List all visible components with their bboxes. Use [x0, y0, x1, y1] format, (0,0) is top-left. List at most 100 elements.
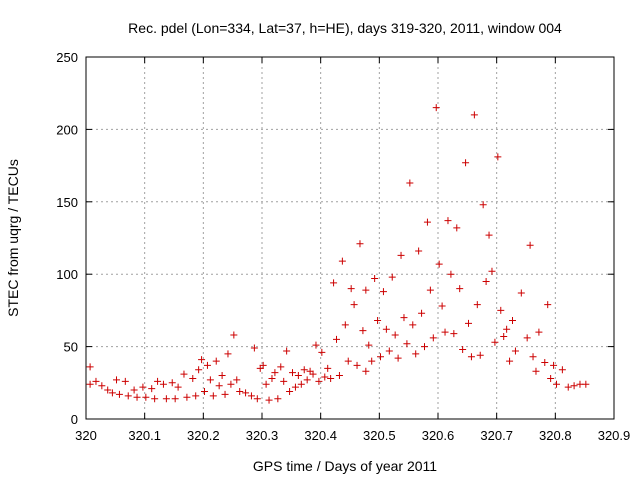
data-point: [353, 361, 361, 369]
data-point: [368, 357, 376, 365]
data-point: [476, 351, 484, 359]
data-point: [385, 347, 393, 355]
grid: [86, 57, 614, 419]
data-point: [394, 354, 402, 362]
data-point: [92, 377, 100, 385]
data-point: [242, 389, 250, 397]
data-point: [265, 396, 273, 404]
data-point: [374, 317, 382, 325]
data-point: [174, 383, 182, 391]
data-point: [506, 357, 514, 365]
data-point: [529, 353, 537, 361]
data-point: [494, 153, 502, 161]
data-point: [482, 277, 490, 285]
data-point: [262, 380, 270, 388]
data-point: [397, 251, 405, 259]
data-point: [447, 270, 455, 278]
data-point: [570, 382, 578, 390]
data-point: [113, 376, 121, 384]
data-point: [582, 380, 590, 388]
data-point: [335, 372, 343, 380]
data-point: [224, 350, 232, 358]
data-point: [206, 376, 214, 384]
data-point: [198, 356, 206, 364]
data-point: [558, 366, 566, 374]
data-point: [247, 392, 255, 400]
data-point: [312, 341, 320, 349]
data-point: [497, 306, 505, 314]
data-point: [403, 340, 411, 348]
data-point: [576, 380, 584, 388]
data-point: [547, 374, 555, 382]
x-tick-label: 320.1: [128, 428, 161, 443]
data-point: [86, 380, 94, 388]
data-point: [553, 380, 561, 388]
axes: 320 320.1 320.2 320.3 320.4 320.5 320.6 320.7 32…: [56, 50, 630, 443]
data-point: [362, 367, 370, 375]
data-point: [154, 377, 162, 385]
data-point: [142, 393, 150, 401]
data-point: [409, 321, 417, 329]
data-point: [350, 301, 358, 309]
data-point: [271, 369, 279, 377]
data-point: [503, 325, 511, 333]
data-point: [467, 353, 475, 361]
data-point: [444, 217, 452, 225]
data-point: [532, 367, 540, 375]
data-point: [324, 364, 332, 372]
data-point: [412, 350, 420, 358]
x-tick-label: 320.4: [304, 428, 337, 443]
data-point: [450, 330, 458, 338]
data-point: [400, 314, 408, 322]
data-point: [341, 321, 349, 329]
data-point: [423, 218, 431, 226]
y-tick-label: 100: [56, 267, 78, 282]
data-point: [256, 364, 264, 372]
y-axis-label: STEC from uqrg / TECUs: [5, 159, 21, 317]
data-point: [327, 374, 335, 382]
x-tick-label: 320.9: [598, 428, 631, 443]
data-point: [406, 179, 414, 187]
data-point: [517, 289, 525, 297]
y-tick-label: 200: [56, 122, 78, 137]
data-point: [523, 334, 531, 342]
chart-title: Rec. pdel (Lon=334, Lat=37, h=HE), days …: [128, 20, 562, 36]
data-point: [465, 319, 473, 327]
data-point: [130, 386, 138, 394]
data-point: [365, 341, 373, 349]
data-point: [294, 372, 302, 380]
data-point: [274, 395, 282, 403]
data-point: [500, 332, 508, 340]
data-point: [253, 395, 261, 403]
data-point: [544, 301, 552, 309]
data-point: [221, 390, 229, 398]
data-point: [511, 347, 519, 355]
data-point: [462, 159, 470, 167]
data-point: [86, 363, 94, 371]
data-point: [318, 348, 326, 356]
data-point: [162, 395, 170, 403]
data-point: [479, 201, 487, 209]
data-point: [215, 382, 223, 390]
data-point: [459, 345, 467, 353]
data-point: [391, 331, 399, 339]
data-point: [139, 383, 147, 391]
data-point: [421, 343, 429, 351]
data-point: [303, 376, 311, 384]
data-point: [535, 328, 543, 336]
data-point: [470, 111, 478, 119]
data-point: [426, 286, 434, 294]
data-point: [491, 338, 499, 346]
data-point: [151, 395, 159, 403]
data-point: [233, 376, 241, 384]
y-tick-label: 0: [71, 412, 78, 427]
data-point: [359, 327, 367, 335]
y-tick-label: 50: [64, 340, 78, 355]
x-tick-label: 320.5: [363, 428, 396, 443]
data-point: [124, 392, 132, 400]
data-point: [189, 374, 197, 382]
data-point: [277, 363, 285, 371]
data-point: [441, 328, 449, 336]
data-point: [541, 359, 549, 367]
